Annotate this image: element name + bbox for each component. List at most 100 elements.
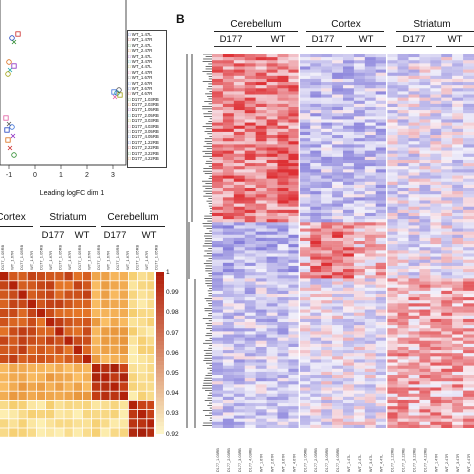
expr-cell	[430, 103, 442, 108]
corr-cell	[110, 419, 119, 428]
expr-cell	[375, 406, 387, 410]
expr-cell	[452, 350, 464, 354]
expr-cell	[222, 362, 235, 366]
expr-cell	[375, 119, 387, 123]
expr-cell	[255, 131, 267, 136]
expr-cell	[233, 303, 245, 307]
expr-cell	[212, 159, 224, 164]
corr-cell	[119, 364, 128, 373]
expr-cell	[364, 122, 376, 126]
expr-cell	[332, 359, 344, 363]
expr-cell	[463, 206, 474, 211]
expr-cell	[463, 362, 474, 366]
expr-cell	[244, 281, 256, 285]
expr-cell	[386, 78, 398, 83]
expr-cell	[212, 234, 224, 239]
expr-cell	[452, 131, 464, 136]
corr-cell	[36, 327, 46, 336]
expr-cell	[364, 103, 376, 108]
expr-cell	[353, 412, 366, 416]
expr-cell	[430, 262, 442, 267]
corr-sample-label: D177_1.05RB	[154, 245, 159, 270]
expr-cell	[353, 237, 366, 242]
expr-cell	[430, 116, 442, 120]
expr-cell	[266, 396, 278, 401]
expr-cell	[255, 188, 267, 192]
expr-cell	[332, 147, 344, 151]
expr-cell	[310, 340, 322, 345]
expr-cell	[353, 318, 366, 323]
corr-cell	[82, 336, 92, 345]
expr-cell	[353, 216, 366, 220]
expr-cell	[364, 387, 376, 391]
expr-cell	[321, 116, 333, 120]
corr-cell	[55, 318, 64, 327]
corr-cell	[138, 281, 147, 290]
expr-cell	[255, 150, 267, 154]
expr-cell	[375, 150, 387, 154]
expr-cell	[288, 82, 300, 86]
expr-sample-label: D177_4.22RB	[423, 448, 427, 472]
expr-cell	[299, 141, 311, 145]
expr-cell	[266, 353, 278, 357]
expr-cell	[430, 265, 442, 270]
corr-cell	[82, 272, 92, 281]
mds-plot-area: -1 0 1 2 3	[0, 0, 127, 179]
colorbar-step	[156, 381, 164, 386]
expr-cell	[277, 331, 289, 335]
expr-cell	[375, 393, 387, 398]
expr-cell	[266, 244, 278, 248]
expr-cell	[397, 206, 409, 211]
expr-cell	[244, 119, 256, 123]
expr-cell	[288, 403, 300, 407]
expr-cell	[430, 200, 442, 204]
expr-cell	[288, 166, 300, 170]
expr-cell	[419, 241, 431, 245]
expr-cell	[375, 381, 387, 385]
expr-cell	[255, 66, 267, 70]
mds-legend-item: □ WT_3.47L	[128, 54, 166, 59]
expr-cell	[408, 403, 420, 407]
expr-cell	[212, 200, 224, 204]
expr-cell	[419, 234, 431, 239]
expr-cell	[222, 91, 235, 95]
expr-cell	[212, 103, 224, 108]
expr-cell	[310, 378, 322, 382]
corr-cell	[82, 373, 92, 382]
colorbar-step	[156, 365, 164, 370]
expr-cell	[430, 325, 442, 329]
corr-cell	[18, 308, 27, 318]
expr-cell	[430, 144, 442, 148]
expr-cell	[386, 297, 398, 301]
corr-cell	[138, 308, 147, 318]
expr-cell	[364, 312, 376, 316]
expr-cell	[244, 156, 256, 161]
expr-cell	[452, 141, 464, 145]
expr-cell	[233, 88, 245, 92]
expr-cell	[430, 346, 442, 351]
expr-cell	[277, 209, 289, 214]
expr-cell	[441, 63, 453, 67]
expr-group-bracket	[256, 46, 300, 47]
expr-cell	[255, 63, 267, 67]
expr-cell	[310, 287, 322, 292]
expr-cell	[463, 262, 474, 267]
expr-cell	[288, 131, 300, 136]
legend-marker-icon: □	[128, 102, 132, 108]
corr-cell	[73, 373, 82, 382]
expr-cell	[375, 113, 387, 117]
expr-cell	[212, 178, 224, 182]
expr-cell	[233, 194, 245, 198]
expr-cell	[452, 393, 464, 398]
mds-point	[15, 31, 21, 37]
expr-cell	[288, 88, 300, 92]
expr-cell	[408, 125, 420, 129]
expr-cell	[222, 300, 235, 304]
expr-cell	[353, 387, 366, 391]
expr-cell	[343, 322, 355, 326]
expr-cell	[419, 403, 431, 407]
expr-cell	[288, 328, 300, 332]
expr-cell	[222, 138, 235, 142]
corr-cell	[147, 373, 154, 382]
expr-cell	[408, 116, 420, 120]
